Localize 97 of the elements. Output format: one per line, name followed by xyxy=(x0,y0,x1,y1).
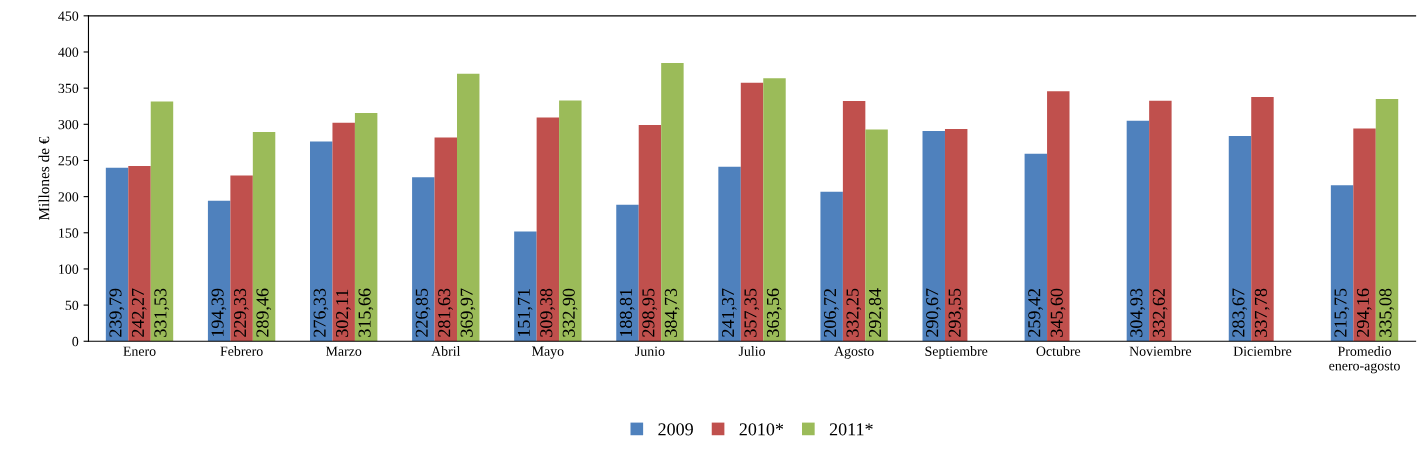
bar xyxy=(1228,136,1252,342)
data-label: 332,90 xyxy=(562,288,578,337)
bar xyxy=(536,117,560,342)
data-label: 242,27 xyxy=(131,288,147,337)
bar xyxy=(820,191,843,342)
bar xyxy=(230,175,253,342)
bar xyxy=(616,204,639,342)
bar xyxy=(412,177,435,342)
bar xyxy=(559,100,582,342)
data-label: 293,55 xyxy=(948,288,964,337)
bar xyxy=(763,78,786,342)
data-label: 331,53 xyxy=(154,288,170,337)
bar xyxy=(252,131,276,342)
bar xyxy=(1024,153,1048,342)
x-tick-label: Noviembre xyxy=(1129,346,1192,356)
data-label: 151,71 xyxy=(517,289,533,337)
data-label: 292,84 xyxy=(868,288,884,337)
x-tick-label: Marzo xyxy=(325,346,362,356)
data-label: 345,60 xyxy=(1050,288,1066,337)
data-label: 335,08 xyxy=(1379,288,1395,337)
data-label: 332,25 xyxy=(846,288,862,337)
data-label: 194,39 xyxy=(211,288,227,337)
data-label: 332,62 xyxy=(1152,288,1168,337)
y-tick-label: 350 xyxy=(58,83,79,94)
data-label: 304,93 xyxy=(1130,288,1146,337)
data-label: 309,38 xyxy=(540,288,555,337)
data-label: 226,85 xyxy=(415,288,431,337)
bar xyxy=(457,73,480,342)
legend-label: 2010* xyxy=(739,423,784,436)
data-label: 283,67 xyxy=(1232,288,1248,337)
bar xyxy=(842,100,866,342)
data-label: 215,75 xyxy=(1334,288,1350,337)
data-label: 357,35 xyxy=(744,288,760,337)
data-label: 206,72 xyxy=(823,288,839,337)
bar xyxy=(718,166,741,342)
bar xyxy=(1126,120,1150,342)
y-tick-label: 100 xyxy=(59,264,79,274)
x-tick-label: Junio xyxy=(635,346,665,356)
bar xyxy=(1353,128,1376,342)
bar xyxy=(638,125,662,342)
x-tick-label: Diciembre xyxy=(1233,346,1292,356)
data-label: 363,56 xyxy=(766,288,782,337)
x-tick-label: Septiembre xyxy=(925,346,988,359)
data-label: 294,16 xyxy=(1356,288,1372,337)
data-label: 276,33 xyxy=(313,288,329,337)
y-tick-label: 150 xyxy=(59,228,79,238)
data-label: 315,66 xyxy=(358,288,374,337)
data-label: 188,81 xyxy=(619,289,635,337)
bar xyxy=(207,200,231,342)
bar xyxy=(105,167,129,342)
y-tick-label: 250 xyxy=(58,156,79,166)
y-tick-label: 0 xyxy=(72,336,79,347)
bar xyxy=(332,122,355,342)
data-label: 337,78 xyxy=(1254,288,1270,337)
y-tick-label: 50 xyxy=(65,300,79,311)
bar xyxy=(1330,185,1354,342)
data-label: 302,11 xyxy=(336,289,351,337)
data-label: 241,37 xyxy=(721,288,737,337)
y-tick-label: 450 xyxy=(58,11,79,21)
x-tick-label: Julio xyxy=(738,346,766,356)
bar xyxy=(354,112,378,342)
bar xyxy=(128,166,151,342)
bar xyxy=(944,128,968,342)
x-tick-label: Promedio enero-agosto xyxy=(1329,346,1400,374)
data-label: 289,46 xyxy=(256,288,272,337)
data-label: 384,73 xyxy=(664,288,680,337)
data-label: 229,33 xyxy=(233,288,249,337)
bar xyxy=(1047,91,1070,342)
bar xyxy=(740,82,764,342)
x-tick-label: Abril xyxy=(431,346,461,356)
data-label: 259,42 xyxy=(1028,288,1043,337)
bar xyxy=(434,137,457,342)
y-tick-label: 300 xyxy=(58,119,79,130)
bar xyxy=(922,131,945,342)
bar xyxy=(1149,100,1172,342)
data-label: 298,95 xyxy=(642,288,658,337)
x-tick-label: Febrero xyxy=(220,346,263,356)
data-label: 281,63 xyxy=(438,288,453,337)
y-tick-label: 400 xyxy=(58,47,79,57)
bar xyxy=(150,101,174,342)
bar xyxy=(310,141,333,342)
bar xyxy=(514,231,537,342)
y-tick-label: 200 xyxy=(58,192,79,202)
data-label: 239,79 xyxy=(109,288,125,337)
x-tick-label: Enero xyxy=(123,346,156,356)
bar xyxy=(1251,96,1274,342)
legend-label: 2009 xyxy=(658,423,693,436)
data-label: 369,97 xyxy=(460,288,476,337)
x-tick-label: Octubre xyxy=(1036,346,1081,356)
x-tick-label: Mayo xyxy=(532,346,564,359)
legend-label: 2011* xyxy=(829,423,873,436)
bar xyxy=(1375,98,1399,342)
bar xyxy=(865,129,888,342)
bar xyxy=(661,63,684,342)
y-axis-title: Millones de € xyxy=(38,136,50,221)
data-label: 290,67 xyxy=(926,288,941,337)
x-tick-label: Agosto xyxy=(834,346,874,359)
